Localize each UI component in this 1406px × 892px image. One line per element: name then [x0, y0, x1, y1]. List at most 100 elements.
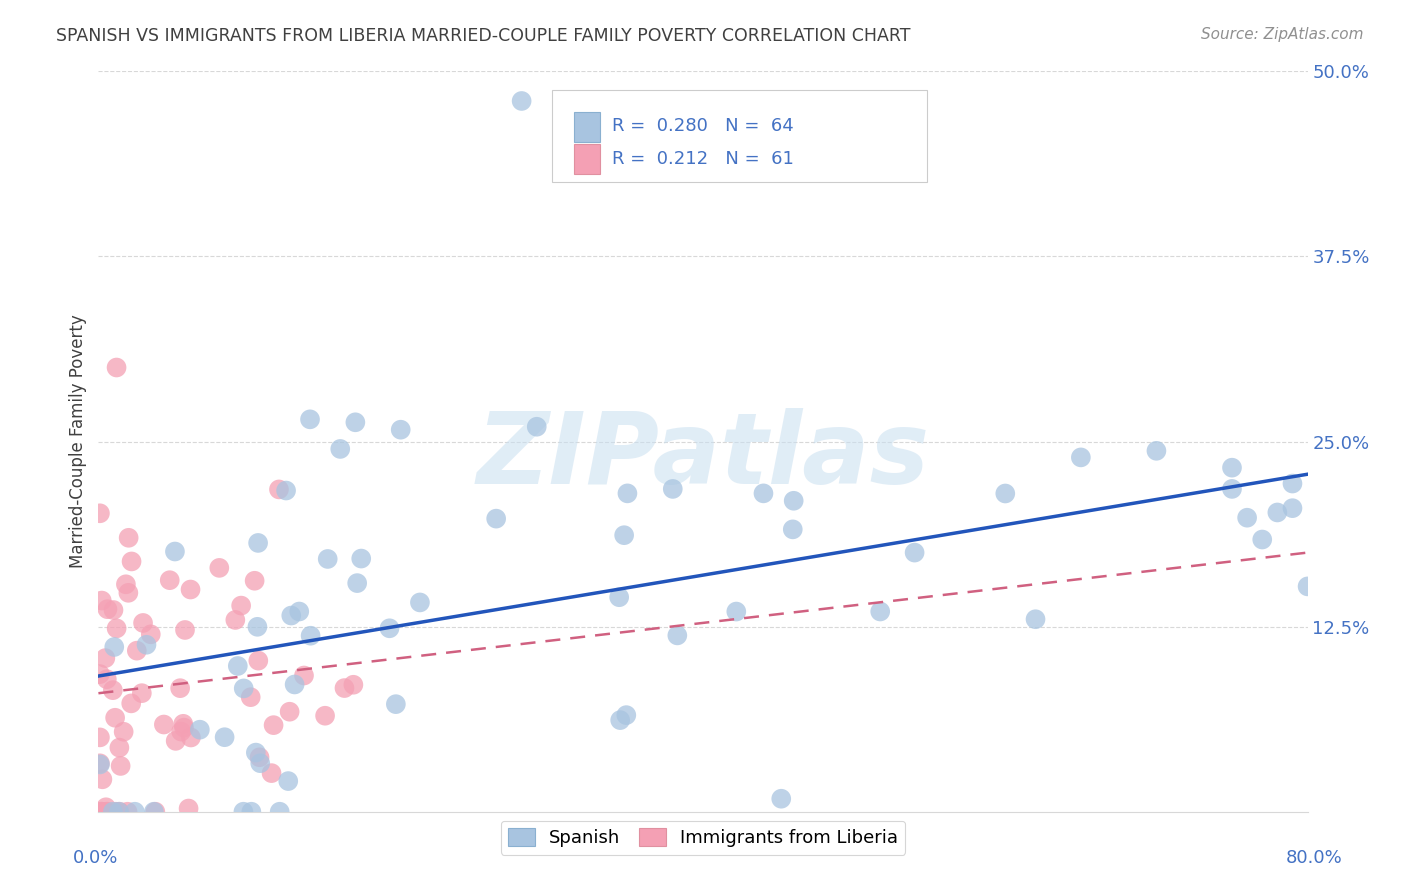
Point	[263, 718, 285, 732]
Point	[260, 766, 283, 780]
Point	[613, 528, 636, 542]
Point	[269, 805, 291, 819]
Point	[103, 603, 125, 617]
Point	[292, 668, 315, 682]
Point	[96, 602, 118, 616]
Point	[485, 511, 508, 525]
Point	[115, 577, 138, 591]
Point	[316, 552, 339, 566]
Point	[174, 623, 197, 637]
Point	[89, 756, 111, 771]
Point	[117, 805, 139, 819]
Text: ZIPatlas: ZIPatlas	[477, 408, 929, 505]
Point	[89, 731, 111, 745]
Point	[172, 716, 194, 731]
Point	[135, 638, 157, 652]
Point	[101, 805, 124, 819]
Point	[90, 805, 112, 819]
Point	[385, 697, 408, 711]
Point	[112, 724, 135, 739]
Point	[247, 654, 270, 668]
Point	[607, 591, 630, 605]
Point	[90, 805, 112, 819]
Point	[409, 595, 432, 609]
Point	[239, 690, 262, 705]
Point	[104, 805, 127, 819]
Point	[904, 546, 927, 560]
Point	[243, 574, 266, 588]
Point	[89, 506, 111, 520]
Point	[108, 805, 131, 819]
Point	[725, 605, 748, 619]
Text: SPANISH VS IMMIGRANTS FROM LIBERIA MARRIED-COUPLE FAMILY POVERTY CORRELATION CHA: SPANISH VS IMMIGRANTS FROM LIBERIA MARRI…	[56, 27, 911, 45]
Point	[177, 801, 200, 815]
Point	[173, 721, 195, 735]
Point	[121, 554, 143, 568]
Point	[1024, 612, 1046, 626]
Point	[752, 486, 775, 500]
Point	[284, 677, 307, 691]
Point	[1267, 506, 1289, 520]
Point	[131, 686, 153, 700]
Point	[350, 551, 373, 566]
Point	[661, 482, 683, 496]
Point	[208, 561, 231, 575]
Point	[125, 643, 148, 657]
Point	[180, 582, 202, 597]
Point	[96, 672, 118, 686]
Point	[132, 615, 155, 630]
Point	[333, 681, 356, 695]
Point	[783, 493, 806, 508]
Point	[153, 717, 176, 731]
Point	[1144, 443, 1167, 458]
Point	[389, 423, 412, 437]
Point	[869, 605, 891, 619]
Point	[165, 734, 187, 748]
Point	[288, 605, 311, 619]
Point	[120, 697, 142, 711]
Point	[101, 683, 124, 698]
Point	[1220, 460, 1243, 475]
Point	[169, 681, 191, 695]
Point	[108, 740, 131, 755]
Point	[97, 805, 120, 819]
Point	[280, 608, 302, 623]
Text: 0.0%: 0.0%	[73, 849, 118, 867]
Point	[91, 772, 114, 787]
Point	[247, 536, 270, 550]
Point	[96, 805, 118, 819]
Text: R =  0.212   N =  61: R = 0.212 N = 61	[613, 150, 794, 168]
Legend: Spanish, Immigrants from Liberia: Spanish, Immigrants from Liberia	[501, 821, 905, 855]
Point	[142, 805, 165, 819]
Point	[139, 627, 162, 641]
Point	[94, 800, 117, 814]
Text: 80.0%: 80.0%	[1286, 849, 1343, 867]
Point	[231, 599, 253, 613]
Point	[214, 730, 236, 744]
Point	[299, 629, 322, 643]
Point	[188, 723, 211, 737]
Point	[616, 486, 638, 500]
Point	[108, 805, 131, 819]
Point	[103, 640, 125, 654]
Point	[1251, 533, 1274, 547]
Point	[240, 805, 263, 819]
FancyBboxPatch shape	[574, 144, 600, 174]
Point	[105, 360, 128, 375]
Point	[1281, 476, 1303, 491]
Text: R =  0.280   N =  64: R = 0.280 N = 64	[613, 117, 794, 136]
Point	[346, 576, 368, 591]
Point	[117, 586, 139, 600]
Point	[245, 746, 267, 760]
Point	[180, 731, 202, 745]
Point	[1236, 510, 1258, 524]
Point	[378, 621, 401, 635]
FancyBboxPatch shape	[574, 112, 600, 142]
Point	[90, 593, 112, 607]
Text: Source: ZipAtlas.com: Source: ZipAtlas.com	[1201, 27, 1364, 42]
Point	[782, 522, 804, 536]
Y-axis label: Married-Couple Family Poverty: Married-Couple Family Poverty	[69, 315, 87, 568]
Point	[170, 724, 193, 739]
Point	[94, 651, 117, 665]
Point	[110, 759, 132, 773]
